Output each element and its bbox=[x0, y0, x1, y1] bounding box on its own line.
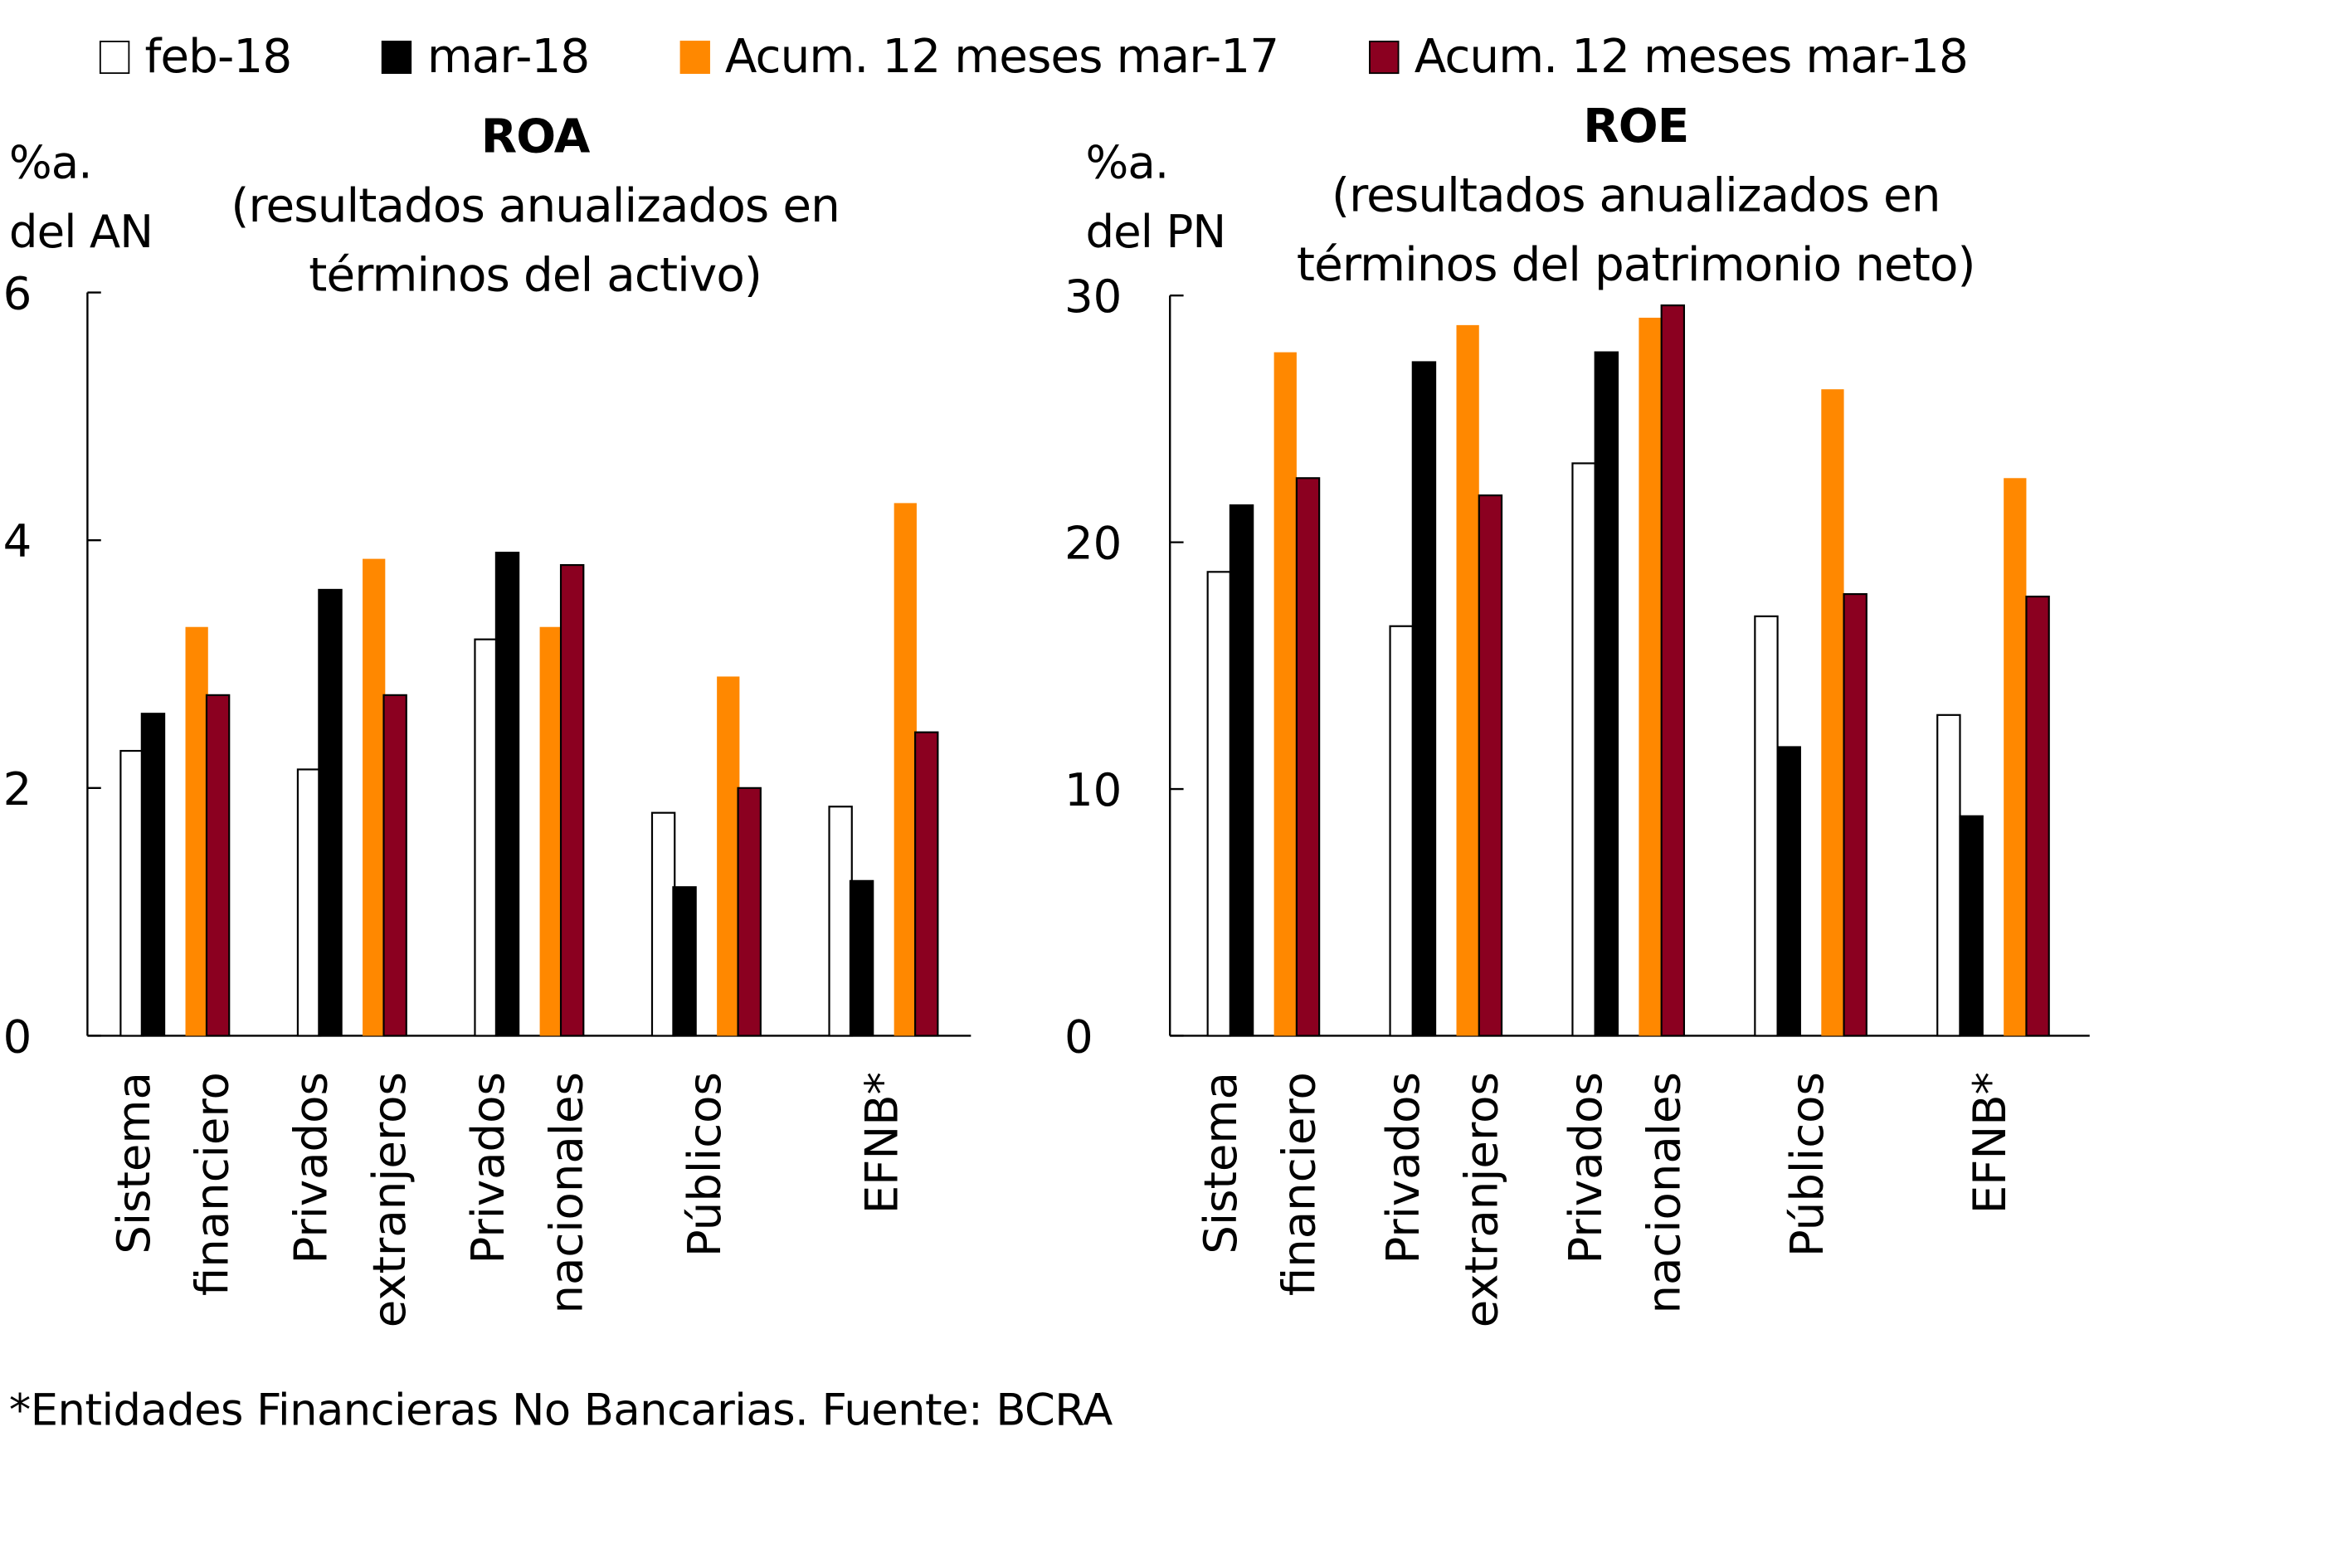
roe-category-label: financiero bbox=[1273, 1072, 1326, 1296]
roa-bar-feb-18 bbox=[119, 749, 144, 1037]
roa-category-label: Privados bbox=[284, 1072, 337, 1264]
roe-bar-feb-18 bbox=[1754, 615, 1779, 1037]
roa-bar-acum-mar-18 bbox=[382, 694, 407, 1037]
roe-category-label: EFNB* bbox=[1963, 1072, 2016, 1214]
roa-bar-mar-18 bbox=[849, 879, 874, 1037]
legend-swatch-feb-18 bbox=[99, 41, 130, 75]
roa-bar-mar-18 bbox=[672, 886, 697, 1037]
roe-y-tick-label: 0 bbox=[1064, 1010, 1093, 1063]
legend-label: feb-18 bbox=[144, 30, 292, 85]
roa-bar-acum-mar-18 bbox=[205, 694, 231, 1037]
roe-bar-feb-18 bbox=[1571, 462, 1596, 1037]
roa-subtitle-line1: (resultados anualizados en bbox=[231, 179, 840, 234]
legend-label: Acum. 12 meses mar-18 bbox=[1414, 30, 1969, 85]
legend-item-acum-mar-17: Acum. 12 meses mar-17 bbox=[679, 30, 1279, 85]
roe-category-label: Privados bbox=[1376, 1072, 1429, 1264]
roa-bar-feb-18 bbox=[650, 811, 676, 1037]
roe-y-tick-label: 10 bbox=[1064, 763, 1122, 816]
roe-bar-acum-mar-18 bbox=[1843, 592, 1867, 1037]
roe-bar-mar-18 bbox=[1229, 504, 1254, 1037]
roa-bar-acum-mar-17 bbox=[539, 626, 562, 1036]
roe-bar-mar-18 bbox=[1776, 746, 1801, 1037]
roa-y-unit-line1: %a. bbox=[8, 137, 93, 190]
roe-bar-acum-mar-17 bbox=[2004, 478, 2027, 1036]
roe-bar-mar-18 bbox=[1959, 815, 1984, 1037]
roa-y-unit-line2: del AN bbox=[8, 206, 153, 260]
roa-bar-acum-mar-17 bbox=[717, 676, 740, 1036]
legend-label: mar-18 bbox=[426, 30, 590, 85]
roa-y-tick-label: 6 bbox=[3, 267, 32, 320]
legend-item-feb-18: feb-18 bbox=[99, 30, 292, 85]
roa-title-block: ROA (resultados anualizados en términos … bbox=[196, 103, 874, 311]
legend-swatch-acum-mar-17 bbox=[679, 41, 710, 75]
roe-title-block: ROE (resultados anualizados en términos … bbox=[1267, 92, 2005, 300]
roe-bar-acum-mar-18 bbox=[1478, 494, 1503, 1037]
roe-bar-feb-18 bbox=[1389, 625, 1414, 1037]
roe-bar-feb-18 bbox=[1206, 571, 1232, 1037]
roe-bar-acum-mar-17 bbox=[1456, 324, 1479, 1036]
legend-item-acum-mar-18: Acum. 12 meses mar-18 bbox=[1369, 30, 1969, 85]
roe-y-unit-label: %a. del PN bbox=[1085, 129, 1226, 268]
roe-y-tick-label: 30 bbox=[1064, 270, 1122, 323]
roe-bar-mar-18 bbox=[1411, 361, 1437, 1037]
roa-category-label: EFNB* bbox=[855, 1072, 908, 1214]
roe-bar-acum-mar-18 bbox=[2025, 595, 2050, 1037]
roe-category-label: Públicos bbox=[1780, 1072, 1833, 1257]
roe-y-tick-label: 20 bbox=[1064, 517, 1122, 570]
roa-bar-acum-mar-17 bbox=[363, 558, 386, 1036]
roe-category-label: extranjeros bbox=[1455, 1072, 1508, 1327]
roe-y-unit-line1: %a. bbox=[1085, 137, 1169, 190]
roa-bar-feb-18 bbox=[474, 638, 499, 1037]
roa-category-label: Privados bbox=[461, 1072, 514, 1264]
legend-item-mar-18: mar-18 bbox=[382, 30, 590, 85]
roa-title: ROA bbox=[480, 110, 591, 165]
roe-subtitle-line1: (resultados anualizados en bbox=[1332, 168, 1941, 223]
roe-subtitle-line2: términos del patrimonio neto) bbox=[1296, 238, 1976, 293]
legend-swatch-mar-18 bbox=[382, 41, 412, 75]
roe-title: ROE bbox=[1583, 99, 1689, 154]
roe-bar-acum-mar-17 bbox=[1639, 317, 1662, 1036]
roa-bar-mar-18 bbox=[318, 588, 343, 1037]
roa-category-label: extranjeros bbox=[363, 1072, 416, 1327]
roe-bar-feb-18 bbox=[1936, 713, 1961, 1037]
roe-bar-acum-mar-17 bbox=[1821, 389, 1844, 1036]
roe-category-label: nacionales bbox=[1637, 1072, 1690, 1313]
roa-bar-acum-mar-18 bbox=[914, 731, 939, 1037]
roa-y-tick-label: 2 bbox=[3, 762, 32, 816]
roa-bar-acum-mar-17 bbox=[185, 626, 208, 1036]
footnote: *Entidades Financieras No Bancarias. Fue… bbox=[8, 1384, 1113, 1436]
roa-bar-mar-18 bbox=[494, 552, 520, 1037]
roe-bar-acum-mar-17 bbox=[1273, 352, 1297, 1036]
roa-y-tick-label: 0 bbox=[3, 1010, 32, 1063]
legend-label: Acum. 12 meses mar-17 bbox=[724, 30, 1279, 85]
roe-category-label: Sistema bbox=[1194, 1072, 1247, 1254]
roa-bar-acum-mar-18 bbox=[737, 786, 762, 1037]
roe-bar-acum-mar-18 bbox=[1295, 477, 1321, 1037]
roe-bar-mar-18 bbox=[1594, 351, 1619, 1037]
roa-category-label: Públicos bbox=[678, 1072, 731, 1257]
roa-bar-acum-mar-17 bbox=[894, 503, 917, 1036]
roa-subtitle-line2: términos del activo) bbox=[309, 248, 762, 304]
legend: feb-18 mar-18 Acum. 12 meses mar-17 Acum… bbox=[99, 30, 2058, 85]
legend-swatch-acum-mar-18 bbox=[1369, 41, 1400, 75]
roa-category-label: Sistema bbox=[107, 1072, 160, 1254]
roa-y-unit-label: %a. del AN bbox=[9, 129, 153, 268]
roa-bar-acum-mar-18 bbox=[559, 563, 585, 1037]
roa-category-label: financiero bbox=[185, 1072, 238, 1296]
roe-bar-acum-mar-18 bbox=[1660, 304, 1686, 1037]
roe-category-label: Privados bbox=[1559, 1072, 1612, 1264]
roa-y-tick-label: 4 bbox=[3, 514, 32, 567]
roa-category-label: nacionales bbox=[539, 1072, 592, 1313]
roa-bar-mar-18 bbox=[140, 713, 166, 1037]
roe-y-unit-line2: del PN bbox=[1085, 206, 1226, 260]
